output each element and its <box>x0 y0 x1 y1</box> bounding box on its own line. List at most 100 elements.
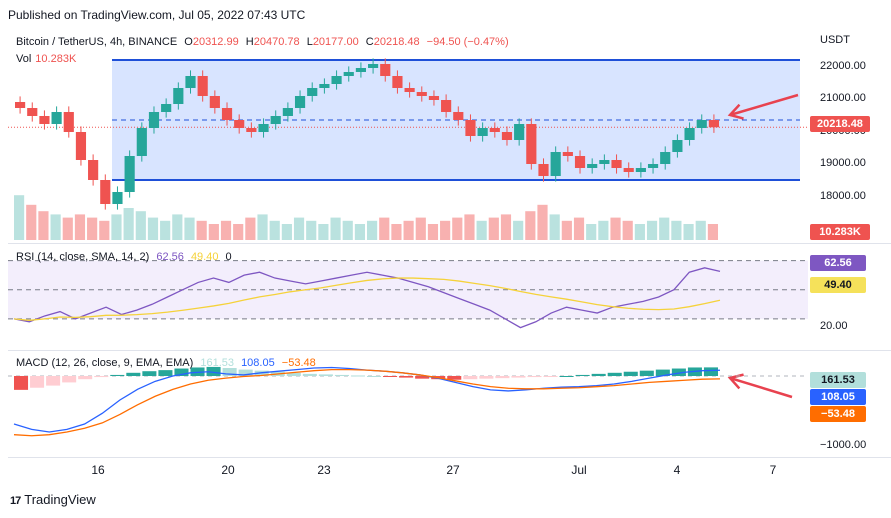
macd-legend: MACD (12, 26, close, 9, EMA, EMA) 161.53… <box>16 357 320 369</box>
candle-body <box>173 88 184 104</box>
volume-bar <box>452 217 463 240</box>
volume-bar <box>622 220 633 240</box>
macd-histogram-bar <box>286 372 301 376</box>
candle-body <box>246 128 257 132</box>
candle-body <box>441 100 452 112</box>
macd-histogram-bar <box>46 376 61 386</box>
candle-body <box>15 102 26 108</box>
macd-histogram-bar <box>126 372 141 376</box>
panel-separator[interactable] <box>8 243 891 244</box>
time-tick: 23 <box>317 463 331 477</box>
candle-body <box>112 192 123 204</box>
macd-title[interactable]: MACD (12, 26, close, 9, EMA, EMA) <box>16 357 194 369</box>
volume-bar <box>367 220 378 240</box>
volume-bar <box>537 204 548 240</box>
candle-body <box>538 164 549 176</box>
candle-body <box>39 116 50 124</box>
candle-body <box>465 120 476 136</box>
time-tick: 16 <box>91 463 105 477</box>
volume-bar <box>671 220 682 240</box>
time-axis-separator <box>8 457 891 458</box>
volume-bar <box>38 211 49 240</box>
candle-body <box>331 76 342 84</box>
vol-value: 10.283K <box>35 53 77 65</box>
rsi-sma-badge: 49.40 <box>810 277 866 293</box>
macd-histogram-bar <box>575 374 590 376</box>
time-tick: Jul <box>571 463 587 477</box>
macd-histogram-bar <box>447 376 462 380</box>
volume-bar <box>646 220 658 240</box>
macd-histogram-bar <box>238 369 253 376</box>
rsi-dummy-value: 0 <box>225 251 232 263</box>
volume-bar <box>172 214 183 240</box>
macd-signal-badge: −53.48 <box>810 406 866 422</box>
price-arrow <box>729 93 799 117</box>
volume-legend: Vol 10.283K <box>16 53 80 65</box>
symbol-name[interactable]: Bitcoin / TetherUS, 4h, BINANCE <box>16 36 178 48</box>
volume-bar <box>464 214 475 240</box>
rsi-legend: RSI (14, close, SMA, 14, 2) 62.56 49.40 … <box>16 251 236 263</box>
macd-histogram-bar <box>703 367 718 376</box>
volume-bar <box>26 204 37 240</box>
candle-body <box>27 108 38 116</box>
candle-body <box>185 76 196 88</box>
macd-histogram-bar <box>591 373 606 376</box>
candle-body <box>136 128 147 156</box>
candle-body <box>380 64 391 76</box>
volume-bar <box>281 224 292 240</box>
volume-bar <box>598 220 609 240</box>
macd-histogram-bar <box>543 376 558 377</box>
main-legend: Bitcoin / TetherUS, 4h, BINANCE O20312.9… <box>16 36 513 48</box>
candle-body <box>684 128 695 140</box>
currency-label: USDT <box>820 34 850 46</box>
macd-histogram-bar <box>174 368 189 376</box>
volume-bar <box>391 224 402 240</box>
footer-brand[interactable]: 17 TradingView <box>10 492 96 507</box>
candle-body <box>416 92 427 96</box>
macd-histogram-bar <box>479 376 494 379</box>
time-tick: 27 <box>446 463 460 477</box>
candle-body <box>599 160 610 164</box>
macd-histogram-bar <box>399 376 414 378</box>
candle-body <box>392 76 403 88</box>
price-tick: 19000.00 <box>820 157 866 169</box>
volume-bar <box>354 224 365 240</box>
volume-bar <box>513 220 524 240</box>
time-tick: 20 <box>221 463 235 477</box>
volume-bar <box>379 217 390 240</box>
candle-body <box>550 152 561 176</box>
volume-bar <box>184 217 195 240</box>
volume-bar <box>99 220 110 240</box>
candle-body <box>270 116 281 124</box>
volume-bar <box>111 214 122 240</box>
rsi-line <box>13 267 721 329</box>
volume-bar <box>293 217 305 240</box>
volume-bar <box>123 208 134 240</box>
panel-separator[interactable] <box>8 350 891 351</box>
volume-bar <box>476 220 487 240</box>
candle-body <box>660 152 671 164</box>
macd-tick: −1000.00 <box>820 439 867 451</box>
macd-histogram-bar <box>206 366 221 376</box>
volume-bar <box>707 224 718 240</box>
brand-name: TradingView <box>24 492 96 507</box>
candle-body <box>562 152 573 156</box>
volume-bar <box>160 220 171 240</box>
volume-bar <box>586 224 597 240</box>
macd-histogram-bar <box>655 369 670 376</box>
rsi-title[interactable]: RSI (14, close, SMA, 14, 2) <box>16 251 150 263</box>
candle-body <box>319 84 330 88</box>
volume-bar <box>561 220 572 240</box>
macd-line <box>13 366 721 433</box>
macd-histogram-bar <box>94 376 109 378</box>
volume-bar <box>50 214 61 240</box>
macd-histogram-bar <box>527 376 542 378</box>
volume-bar <box>342 220 353 240</box>
candle-body <box>514 124 525 140</box>
volume-bar <box>415 217 426 240</box>
time-tick: 7 <box>769 463 777 477</box>
close-label: C <box>365 36 374 48</box>
macd-histogram-bar <box>495 376 510 379</box>
macd-signal-value: −53.48 <box>281 357 316 369</box>
